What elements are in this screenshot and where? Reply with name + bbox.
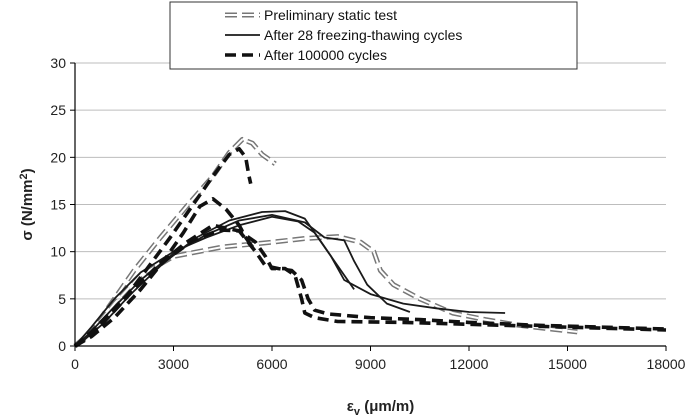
legend-label-2: After 100000 cycles bbox=[264, 47, 387, 63]
series-0-curve-1-inner bbox=[74, 235, 578, 347]
x-tick-label: 0 bbox=[71, 356, 79, 372]
y-tick-label: 20 bbox=[50, 149, 66, 165]
series-2-curve-0 bbox=[74, 197, 254, 348]
tick-labels: 0 3000 6000 9000 12000 15000 18000 0 5 10 15 20 25 30 bbox=[50, 55, 685, 372]
y-axis-title-sup: 2 bbox=[18, 173, 30, 179]
series-0 bbox=[73, 136, 578, 349]
y-tick-label: 10 bbox=[50, 244, 66, 260]
legend-label-1: After 28 freezing-thawing cycles bbox=[264, 27, 462, 43]
x-axis-title-rest: (μm/m) bbox=[360, 398, 414, 415]
y-tick-label: 15 bbox=[50, 197, 66, 213]
y-axis-title-end: ) bbox=[19, 168, 36, 173]
series-2 bbox=[73, 147, 667, 348]
x-axis-title-sub: v bbox=[354, 406, 361, 418]
x-tick-label: 12000 bbox=[450, 356, 489, 372]
x-axis-title-main: ε bbox=[347, 398, 354, 415]
y-tick-label: 25 bbox=[50, 102, 66, 118]
legend-label-0: Preliminary static test bbox=[264, 7, 397, 23]
x-tick-label: 18000 bbox=[647, 356, 686, 372]
y-tick-label: 30 bbox=[50, 55, 66, 71]
x-axis-title: εv (μm/m) bbox=[347, 398, 414, 418]
y-axis-title: σ (N/mm2) bbox=[18, 168, 36, 240]
series-1-curve-1 bbox=[74, 214, 411, 347]
y-tick-label: 0 bbox=[58, 338, 66, 354]
x-tick-label: 15000 bbox=[548, 356, 587, 372]
x-tick-label: 3000 bbox=[158, 356, 189, 372]
x-tick-label: 9000 bbox=[355, 356, 386, 372]
y-axis-title-main: σ (N/mm bbox=[19, 180, 36, 241]
series-layer bbox=[73, 136, 667, 349]
y-tick-label: 5 bbox=[58, 291, 66, 307]
legend: Preliminary static test After 28 freezing… bbox=[169, 1, 578, 70]
x-tick-label: 6000 bbox=[256, 356, 287, 372]
